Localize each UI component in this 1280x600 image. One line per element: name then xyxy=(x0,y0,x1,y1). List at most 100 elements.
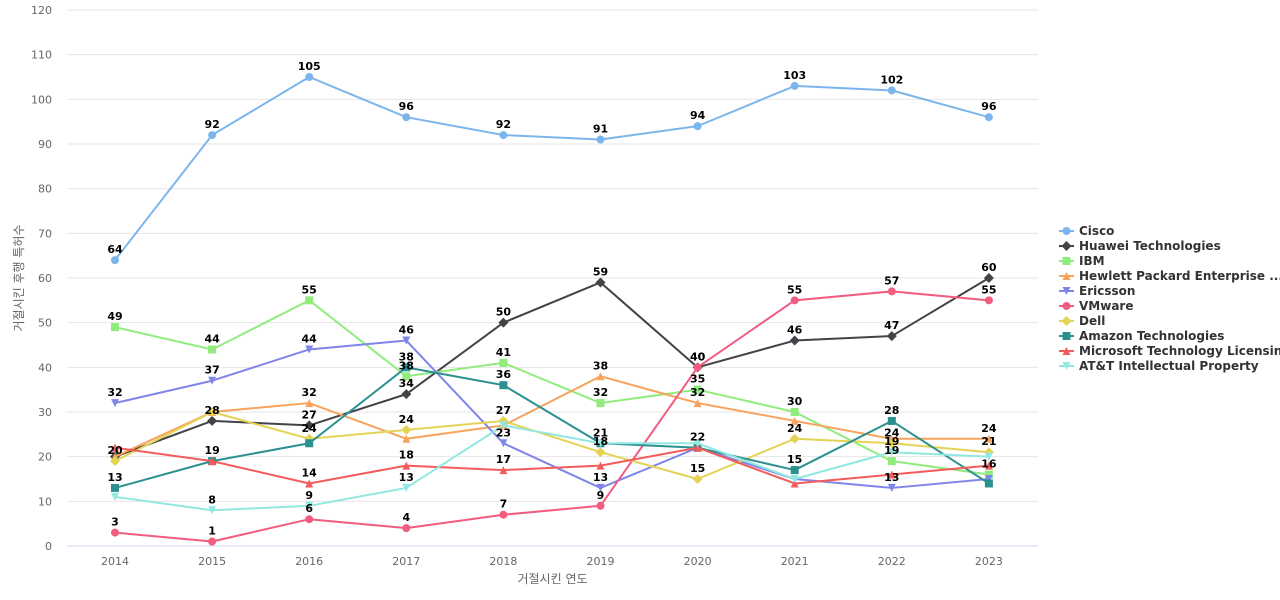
data-point[interactable] xyxy=(789,433,800,444)
data-point[interactable] xyxy=(402,524,411,533)
series-line[interactable] xyxy=(114,375,989,458)
data-point[interactable] xyxy=(402,434,411,443)
legend-item[interactable]: Cisco xyxy=(1059,224,1114,238)
data-point[interactable] xyxy=(111,483,119,492)
series-line[interactable] xyxy=(114,290,989,543)
data-point[interactable] xyxy=(499,510,508,519)
data-point[interactable] xyxy=(402,113,411,122)
data-point[interactable] xyxy=(693,363,702,372)
data-point[interactable] xyxy=(596,501,605,510)
series-line[interactable] xyxy=(114,446,989,485)
data-point[interactable] xyxy=(207,415,218,426)
data-point[interactable] xyxy=(596,483,605,492)
data-point[interactable] xyxy=(886,331,897,342)
data-point[interactable] xyxy=(790,479,799,488)
data-point[interactable] xyxy=(596,461,605,470)
data-point[interactable] xyxy=(887,483,896,492)
data-point[interactable] xyxy=(693,443,702,452)
data-point[interactable] xyxy=(402,483,411,492)
series-line[interactable] xyxy=(114,299,990,476)
data-point[interactable] xyxy=(887,457,896,466)
data-point[interactable] xyxy=(499,381,508,390)
data-point[interactable] xyxy=(111,399,119,408)
data-point[interactable] xyxy=(984,452,993,461)
data-point[interactable] xyxy=(208,131,217,140)
data-point[interactable] xyxy=(499,439,508,448)
data-point[interactable] xyxy=(693,122,702,131)
data-point[interactable] xyxy=(887,470,896,479)
series-line[interactable] xyxy=(114,277,990,458)
data-point[interactable] xyxy=(984,479,993,488)
data-point[interactable] xyxy=(111,443,119,452)
data-point[interactable] xyxy=(208,345,217,354)
series-line[interactable] xyxy=(114,366,990,489)
data-point[interactable] xyxy=(789,335,800,346)
data-point[interactable] xyxy=(693,399,702,408)
data-point[interactable] xyxy=(305,296,314,305)
data-point[interactable] xyxy=(887,86,896,95)
data-point[interactable] xyxy=(790,466,799,475)
series-line[interactable] xyxy=(114,76,990,261)
data-point[interactable] xyxy=(111,323,119,332)
data-point[interactable] xyxy=(110,456,120,467)
data-point[interactable] xyxy=(596,372,605,381)
data-point[interactable] xyxy=(596,399,605,408)
data-point[interactable] xyxy=(886,438,897,449)
data-point[interactable] xyxy=(402,461,411,470)
data-point[interactable] xyxy=(887,287,896,296)
data-point[interactable] xyxy=(304,420,315,431)
data-point[interactable] xyxy=(111,528,119,537)
data-point[interactable] xyxy=(305,399,314,408)
data-point[interactable] xyxy=(984,113,993,122)
legend-item[interactable]: Microsoft Technology Licensing xyxy=(1059,344,1280,358)
data-point[interactable] xyxy=(208,376,217,385)
data-point[interactable] xyxy=(693,439,702,448)
data-point[interactable] xyxy=(984,461,993,470)
data-point[interactable] xyxy=(596,135,605,144)
data-point[interactable] xyxy=(305,439,314,448)
legend-item[interactable]: Ericsson xyxy=(1059,284,1135,298)
data-point[interactable] xyxy=(790,408,799,416)
data-point[interactable] xyxy=(790,81,799,90)
data-point[interactable] xyxy=(693,385,702,394)
data-point[interactable] xyxy=(596,439,605,448)
data-point[interactable] xyxy=(790,416,799,425)
data-point[interactable] xyxy=(305,345,314,354)
data-point[interactable] xyxy=(208,506,217,515)
data-point[interactable] xyxy=(692,474,703,484)
legend-item[interactable]: Amazon Technologies xyxy=(1059,329,1224,343)
legend-item[interactable]: AT&T Intellectual Property xyxy=(1059,359,1259,373)
data-point[interactable] xyxy=(401,424,412,435)
data-point[interactable] xyxy=(305,73,314,81)
series-line[interactable] xyxy=(114,424,989,512)
data-point[interactable] xyxy=(595,277,606,288)
data-point[interactable] xyxy=(983,273,994,283)
legend-item[interactable]: IBM xyxy=(1059,254,1105,268)
data-point[interactable] xyxy=(499,466,508,475)
legend-item[interactable]: Dell xyxy=(1059,314,1105,328)
data-point[interactable] xyxy=(305,501,314,510)
data-point[interactable] xyxy=(984,296,993,305)
data-point[interactable] xyxy=(499,421,508,430)
data-point[interactable] xyxy=(208,457,217,466)
data-point[interactable] xyxy=(790,475,799,483)
data-point[interactable] xyxy=(402,372,411,381)
data-point[interactable] xyxy=(111,256,119,265)
legend-item[interactable]: VMware xyxy=(1059,299,1133,313)
data-point[interactable] xyxy=(499,358,508,367)
data-point[interactable] xyxy=(208,537,217,546)
series-line[interactable] xyxy=(114,411,989,480)
legend-item[interactable]: Huawei Technologies xyxy=(1059,239,1221,253)
data-point[interactable] xyxy=(498,317,509,328)
data-point[interactable] xyxy=(790,296,799,305)
data-point[interactable] xyxy=(887,416,896,425)
data-point[interactable] xyxy=(402,363,411,372)
data-point[interactable] xyxy=(111,492,119,501)
series-line[interactable] xyxy=(114,339,989,489)
data-point[interactable] xyxy=(305,515,314,524)
data-point[interactable] xyxy=(207,407,218,417)
data-point[interactable] xyxy=(402,336,411,345)
data-point[interactable] xyxy=(887,448,896,457)
data-point[interactable] xyxy=(595,447,606,458)
data-point[interactable] xyxy=(305,479,314,488)
